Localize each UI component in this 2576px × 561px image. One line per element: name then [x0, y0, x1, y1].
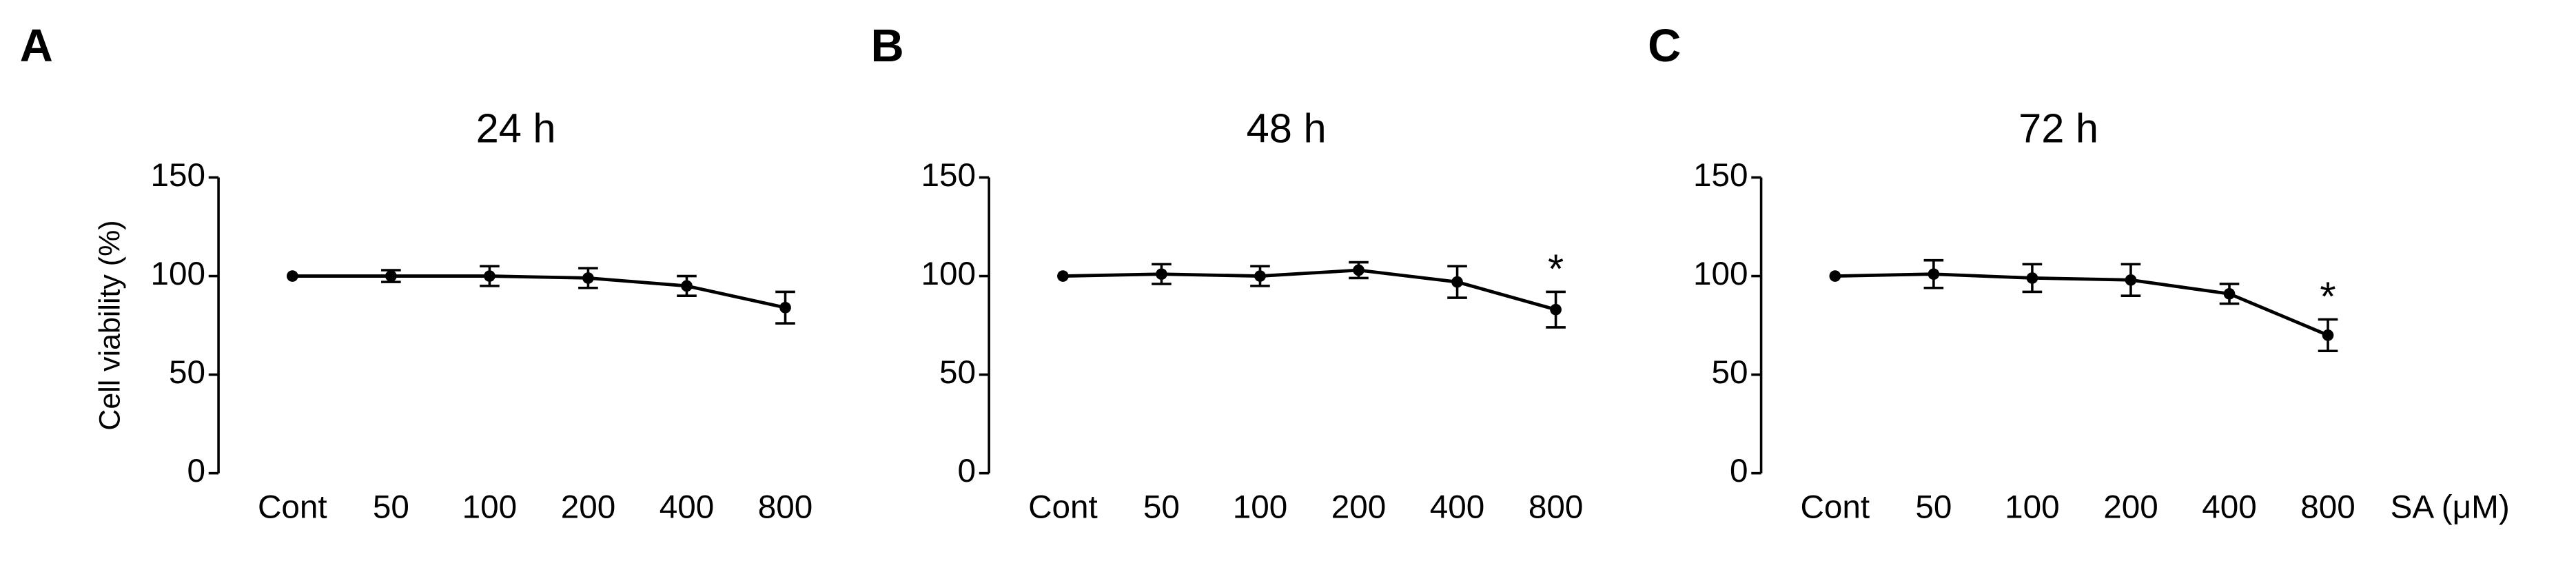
- y-tick-label: 100: [921, 256, 977, 292]
- x-tick-label: 100: [2005, 489, 2060, 526]
- y-tick-label: 150: [921, 157, 977, 194]
- data-point: [1928, 268, 1940, 280]
- data-point: [1550, 303, 1562, 316]
- x-tick-label: Cont: [1028, 489, 1098, 526]
- panel-label: B: [870, 21, 903, 72]
- significance-mark: *: [2320, 274, 2335, 320]
- x-tick-label: Cont: [1801, 489, 1870, 526]
- panel-label: A: [20, 21, 53, 72]
- chart-title: 72 h: [2018, 105, 2098, 152]
- x-axis-label: SA (μM): [2391, 489, 2510, 526]
- y-tick-label: 50: [1711, 354, 1748, 391]
- y-tick-label: 100: [150, 256, 205, 292]
- x-tick-label: 800: [1529, 489, 1584, 526]
- x-tick-label: Cont: [258, 489, 327, 526]
- chart-title: 24 h: [476, 105, 556, 152]
- x-tick-label: 400: [2202, 489, 2257, 526]
- y-tick-label: 150: [150, 157, 205, 194]
- x-tick-label: 800: [758, 489, 813, 526]
- data-point: [1057, 270, 1069, 282]
- x-tick-label: 50: [373, 489, 409, 526]
- data-point: [1353, 264, 1364, 276]
- panel-label: C: [1648, 21, 1681, 72]
- x-tick-label: 200: [1331, 489, 1387, 526]
- y-tick-label: 100: [1693, 256, 1748, 292]
- data-point: [1451, 276, 1463, 288]
- y-tick-label: 0: [187, 453, 205, 489]
- y-tick-label: 50: [169, 354, 205, 391]
- data-point: [1156, 268, 1167, 280]
- data-point: [385, 270, 397, 282]
- y-axis-label: Cell viability (%): [93, 220, 126, 430]
- y-tick-label: 0: [958, 453, 977, 489]
- series-line: [1063, 268, 1557, 312]
- data-point: [1254, 270, 1266, 282]
- x-tick-label: 50: [1915, 489, 1952, 526]
- data-point: [2223, 287, 2236, 300]
- y-tick-label: 150: [1693, 157, 1748, 194]
- data-point: [779, 301, 791, 314]
- data-point: [582, 272, 594, 284]
- x-tick-label: 800: [2300, 489, 2355, 526]
- data-point: [681, 280, 693, 292]
- data-point: [2026, 272, 2038, 284]
- data-point: [484, 270, 495, 282]
- x-tick-label: 100: [462, 489, 518, 526]
- x-tick-label: 200: [561, 489, 616, 526]
- series-line: [1834, 272, 2329, 337]
- significance-mark: *: [1548, 246, 1564, 292]
- y-tick-label: 0: [1730, 453, 1748, 489]
- data-point: [2125, 274, 2137, 286]
- data-point: [1829, 270, 1841, 282]
- series-line: [292, 274, 786, 309]
- x-tick-label: 400: [1430, 489, 1485, 526]
- x-tick-label: 50: [1143, 489, 1180, 526]
- chart-title: 48 h: [1247, 105, 1327, 152]
- y-tick-label: 50: [939, 354, 976, 391]
- data-point: [286, 270, 298, 282]
- x-tick-label: 400: [660, 489, 715, 526]
- x-tick-label: 100: [1233, 489, 1288, 526]
- x-tick-label: 200: [2103, 489, 2158, 526]
- data-point: [2322, 329, 2334, 341]
